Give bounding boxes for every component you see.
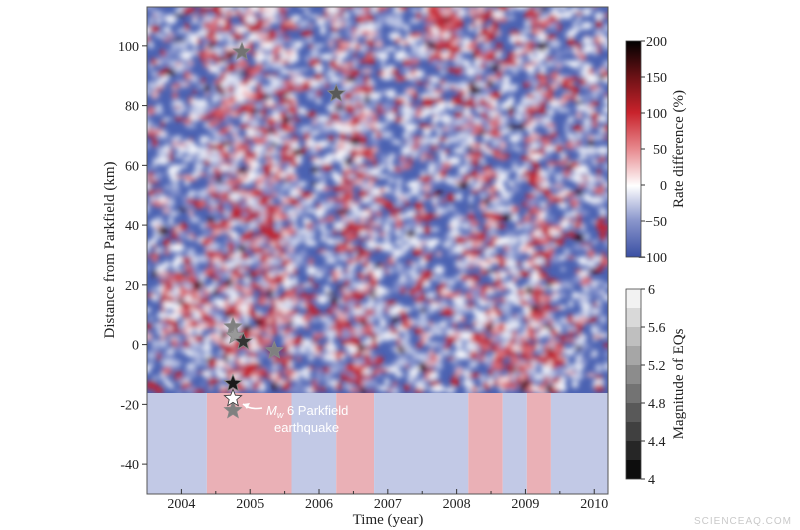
y-tick-label-3: 20 xyxy=(125,279,139,294)
magnitude-step-3 xyxy=(626,403,641,422)
y-tick-label-2: 0 xyxy=(132,339,139,354)
magnitude-step-4 xyxy=(626,384,641,403)
magnitude-tick-5: 6 xyxy=(648,283,655,298)
strip-segment-6 xyxy=(502,392,527,494)
x-tick-label-5: 2009 xyxy=(511,497,539,512)
strip-segment-1 xyxy=(206,392,292,494)
x-tick-label-1: 2005 xyxy=(236,497,264,512)
earthquake-star-7 xyxy=(223,400,243,419)
earthquake-markers xyxy=(223,41,346,419)
y-tick-label-5: 60 xyxy=(125,159,139,174)
annotation-line2: earthquake xyxy=(274,420,339,435)
earthquake-star-8 xyxy=(223,388,243,407)
strip-segment-0 xyxy=(147,392,207,494)
y-tick-label-7: 100 xyxy=(118,40,139,55)
strip-segment-7 xyxy=(526,392,551,494)
earthquake-star-5 xyxy=(264,340,284,359)
rate-colorbar: −100 −50 0 50 100 150 200 Rate difference (%) xyxy=(625,35,687,266)
rate-colorbar-tick-2: 0 xyxy=(660,179,667,194)
rate-colorbar-tick-1: −50 xyxy=(645,215,667,230)
x-tick-label-4: 2008 xyxy=(443,497,471,512)
magnitude-step-8 xyxy=(626,308,641,327)
magnitude-step-5 xyxy=(626,365,641,384)
rate-colorbar-tick-3: 50 xyxy=(653,143,667,158)
magnitude-tick-2: 4.8 xyxy=(648,397,666,412)
x-axis-title: Time (year) xyxy=(353,512,424,528)
annotation-arrowhead xyxy=(243,403,250,409)
strip-segment-4 xyxy=(374,392,469,494)
magnitude-bar-frame xyxy=(625,288,642,480)
rate-colorbar-tick-6: 200 xyxy=(646,35,667,50)
annotation-line1: Mw 6 Parkfield xyxy=(266,403,348,420)
rate-colorbar-gradient xyxy=(625,40,642,258)
magnitude-tick-3: 5.2 xyxy=(648,359,666,374)
earthquake-star-1 xyxy=(326,83,346,102)
magnitude-step-2 xyxy=(626,422,641,441)
strip-segment-8 xyxy=(550,392,608,494)
magnitude-step-7 xyxy=(626,327,641,346)
x-axis: 2004 2005 2006 2007 2008 2009 2010 xyxy=(167,489,608,512)
magnitude-tick-0: 4 xyxy=(648,473,655,488)
x-tick-label-0: 2004 xyxy=(167,497,195,512)
rate-colorbar-tick-5: 150 xyxy=(646,71,667,86)
rate-colorbar-tick-4: 100 xyxy=(646,107,667,122)
strip-segment-2 xyxy=(291,392,337,494)
x-tick-label-6: 2010 xyxy=(580,497,608,512)
plot-frame xyxy=(146,6,609,495)
magnitude-step-1 xyxy=(626,441,641,460)
watermark: SCIENCEAQ.COM xyxy=(694,516,792,527)
y-axis-title: Distance from Parkfield (km) xyxy=(102,161,118,338)
y-axis: -40 -20 0 20 40 60 80 100 xyxy=(118,40,147,473)
magnitude-step-9 xyxy=(626,289,641,308)
rate-colorbar-title: Rate difference (%) xyxy=(671,90,687,208)
magnitude-bar-title: Magnitude of EQs xyxy=(671,328,687,439)
earthquake-star-0 xyxy=(232,41,252,60)
earthquake-star-4 xyxy=(233,331,253,350)
magnitude-tick-4: 5.6 xyxy=(648,321,666,336)
magnitude-colorbar: 4 4.4 4.8 5.2 5.6 6 Magnitude of EQs xyxy=(625,283,687,488)
y-tick-label-4: 40 xyxy=(125,219,139,234)
mainshock-annotation: Mw 6 Parkfield earthquake xyxy=(242,403,348,435)
strip-segment-5 xyxy=(468,392,503,494)
y-tick-label-6: 80 xyxy=(125,100,139,115)
y-tick-label-1: -20 xyxy=(120,398,139,413)
rate-colorbar-tick-0: −100 xyxy=(638,251,667,266)
magnitude-step-6 xyxy=(626,346,641,365)
magnitude-step-0 xyxy=(626,460,641,479)
rate-heatmap xyxy=(147,7,608,393)
strip-segment-3 xyxy=(336,392,375,494)
y-tick-label-0: -40 xyxy=(120,458,139,473)
earthquake-star-6 xyxy=(223,373,243,392)
magnitude-tick-1: 4.4 xyxy=(648,435,666,450)
x-tick-label-2: 2006 xyxy=(305,497,333,512)
period-strip xyxy=(147,392,608,494)
x-tick-label-3: 2007 xyxy=(374,497,402,512)
